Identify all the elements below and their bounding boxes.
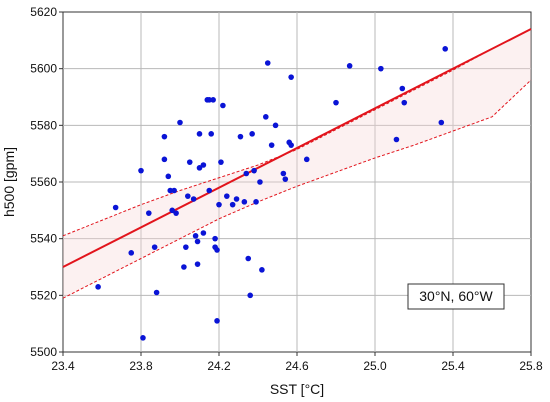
- y-tick-labels: 5500 5520 5540 5560 5580 5600 5620: [30, 5, 63, 359]
- y-tick-label: 5520: [30, 288, 57, 302]
- data-point: [161, 133, 168, 140]
- data-point: [194, 238, 201, 245]
- data-point: [210, 97, 216, 103]
- data-point: [140, 335, 146, 341]
- x-tick-label: 24.2: [207, 359, 231, 373]
- data-point: [249, 131, 255, 137]
- confidence-band-fill: [63, 29, 531, 299]
- regression-layer: [62, 28, 532, 268]
- data-point: [200, 162, 207, 168]
- data-point: [303, 156, 310, 163]
- data-point: [181, 264, 187, 270]
- data-point: [212, 235, 218, 242]
- data-point: [224, 193, 230, 199]
- data-point: [171, 187, 177, 194]
- data-point: [282, 176, 289, 182]
- y-tick-label: 5580: [30, 118, 57, 132]
- data-point: [245, 255, 252, 262]
- data-points: [95, 46, 449, 341]
- data-point: [183, 244, 189, 250]
- data-point: [263, 114, 269, 120]
- data-point: [346, 63, 353, 69]
- data-point: [442, 46, 449, 52]
- data-point: [264, 60, 271, 66]
- x-tick-label: 25.8: [519, 359, 543, 373]
- data-point: [216, 201, 222, 208]
- data-point: [259, 267, 265, 273]
- y-tick-label: 5500: [30, 345, 57, 359]
- data-point: [169, 207, 175, 214]
- y-tick-label: 5600: [30, 62, 57, 76]
- data-point: [272, 122, 279, 129]
- data-point: [233, 196, 240, 202]
- data-point: [214, 318, 220, 324]
- y-tick-label: 5540: [30, 232, 57, 246]
- confidence-band: [62, 28, 532, 299]
- data-point: [229, 201, 236, 208]
- data-point: [280, 170, 287, 177]
- x-tick-label: 24.6: [285, 359, 309, 373]
- data-point: [288, 142, 294, 148]
- data-point: [220, 102, 226, 109]
- location-label: 30°N, 60°W: [419, 288, 493, 304]
- annotation-box: 30°N, 60°W: [407, 283, 505, 310]
- data-point: [333, 99, 339, 106]
- data-point: [251, 167, 257, 174]
- x-tick-label: 23.8: [129, 359, 153, 373]
- data-point: [206, 187, 213, 194]
- data-point: [218, 159, 224, 165]
- x-tick-label: 23.4: [51, 359, 75, 373]
- data-point: [378, 65, 384, 72]
- data-point: [208, 131, 214, 137]
- x-tick-label: 25.4: [441, 359, 465, 373]
- y-axis-label: h500 [gpm]: [1, 147, 17, 217]
- data-point: [146, 210, 152, 216]
- x-axis-label: SST [°C]: [270, 381, 324, 397]
- data-point: [190, 196, 197, 202]
- data-point: [438, 119, 445, 126]
- data-point: [268, 142, 275, 148]
- data-point: [173, 210, 179, 216]
- data-point: [247, 292, 253, 299]
- data-point: [200, 230, 207, 236]
- data-point: [128, 250, 135, 256]
- data-point: [257, 179, 263, 185]
- y-tick-label: 5620: [30, 5, 57, 19]
- data-point: [112, 204, 119, 211]
- data-point: [177, 119, 183, 126]
- data-point: [196, 131, 203, 137]
- regression-line: [62, 28, 532, 268]
- x-tick-label: 25.0: [363, 359, 387, 373]
- data-point: [237, 133, 244, 140]
- y-tick-label: 5560: [30, 175, 57, 189]
- data-point: [288, 74, 294, 80]
- data-point: [399, 85, 406, 92]
- data-point: [192, 233, 199, 239]
- data-point: [95, 284, 101, 290]
- x-tick-labels: 23.4 23.8 24.2 24.6 25.0 25.4 25.8: [51, 352, 543, 373]
- data-point: [153, 289, 160, 296]
- data-point: [401, 99, 408, 106]
- data-point: [167, 187, 174, 194]
- data-point: [185, 193, 191, 199]
- annotation-frame: [407, 283, 505, 310]
- data-point: [194, 261, 201, 267]
- data-point: [161, 156, 168, 163]
- data-point: [243, 170, 250, 177]
- data-point: [186, 159, 193, 165]
- data-point: [241, 199, 248, 205]
- data-point: [393, 136, 400, 143]
- data-point: [165, 173, 172, 180]
- data-point: [151, 244, 158, 250]
- data-point: [214, 247, 220, 253]
- data-point: [196, 165, 203, 171]
- lower-confidence-line: [62, 79, 532, 299]
- data-point: [138, 167, 144, 174]
- data-point: [253, 199, 259, 205]
- data-point: [206, 97, 213, 103]
